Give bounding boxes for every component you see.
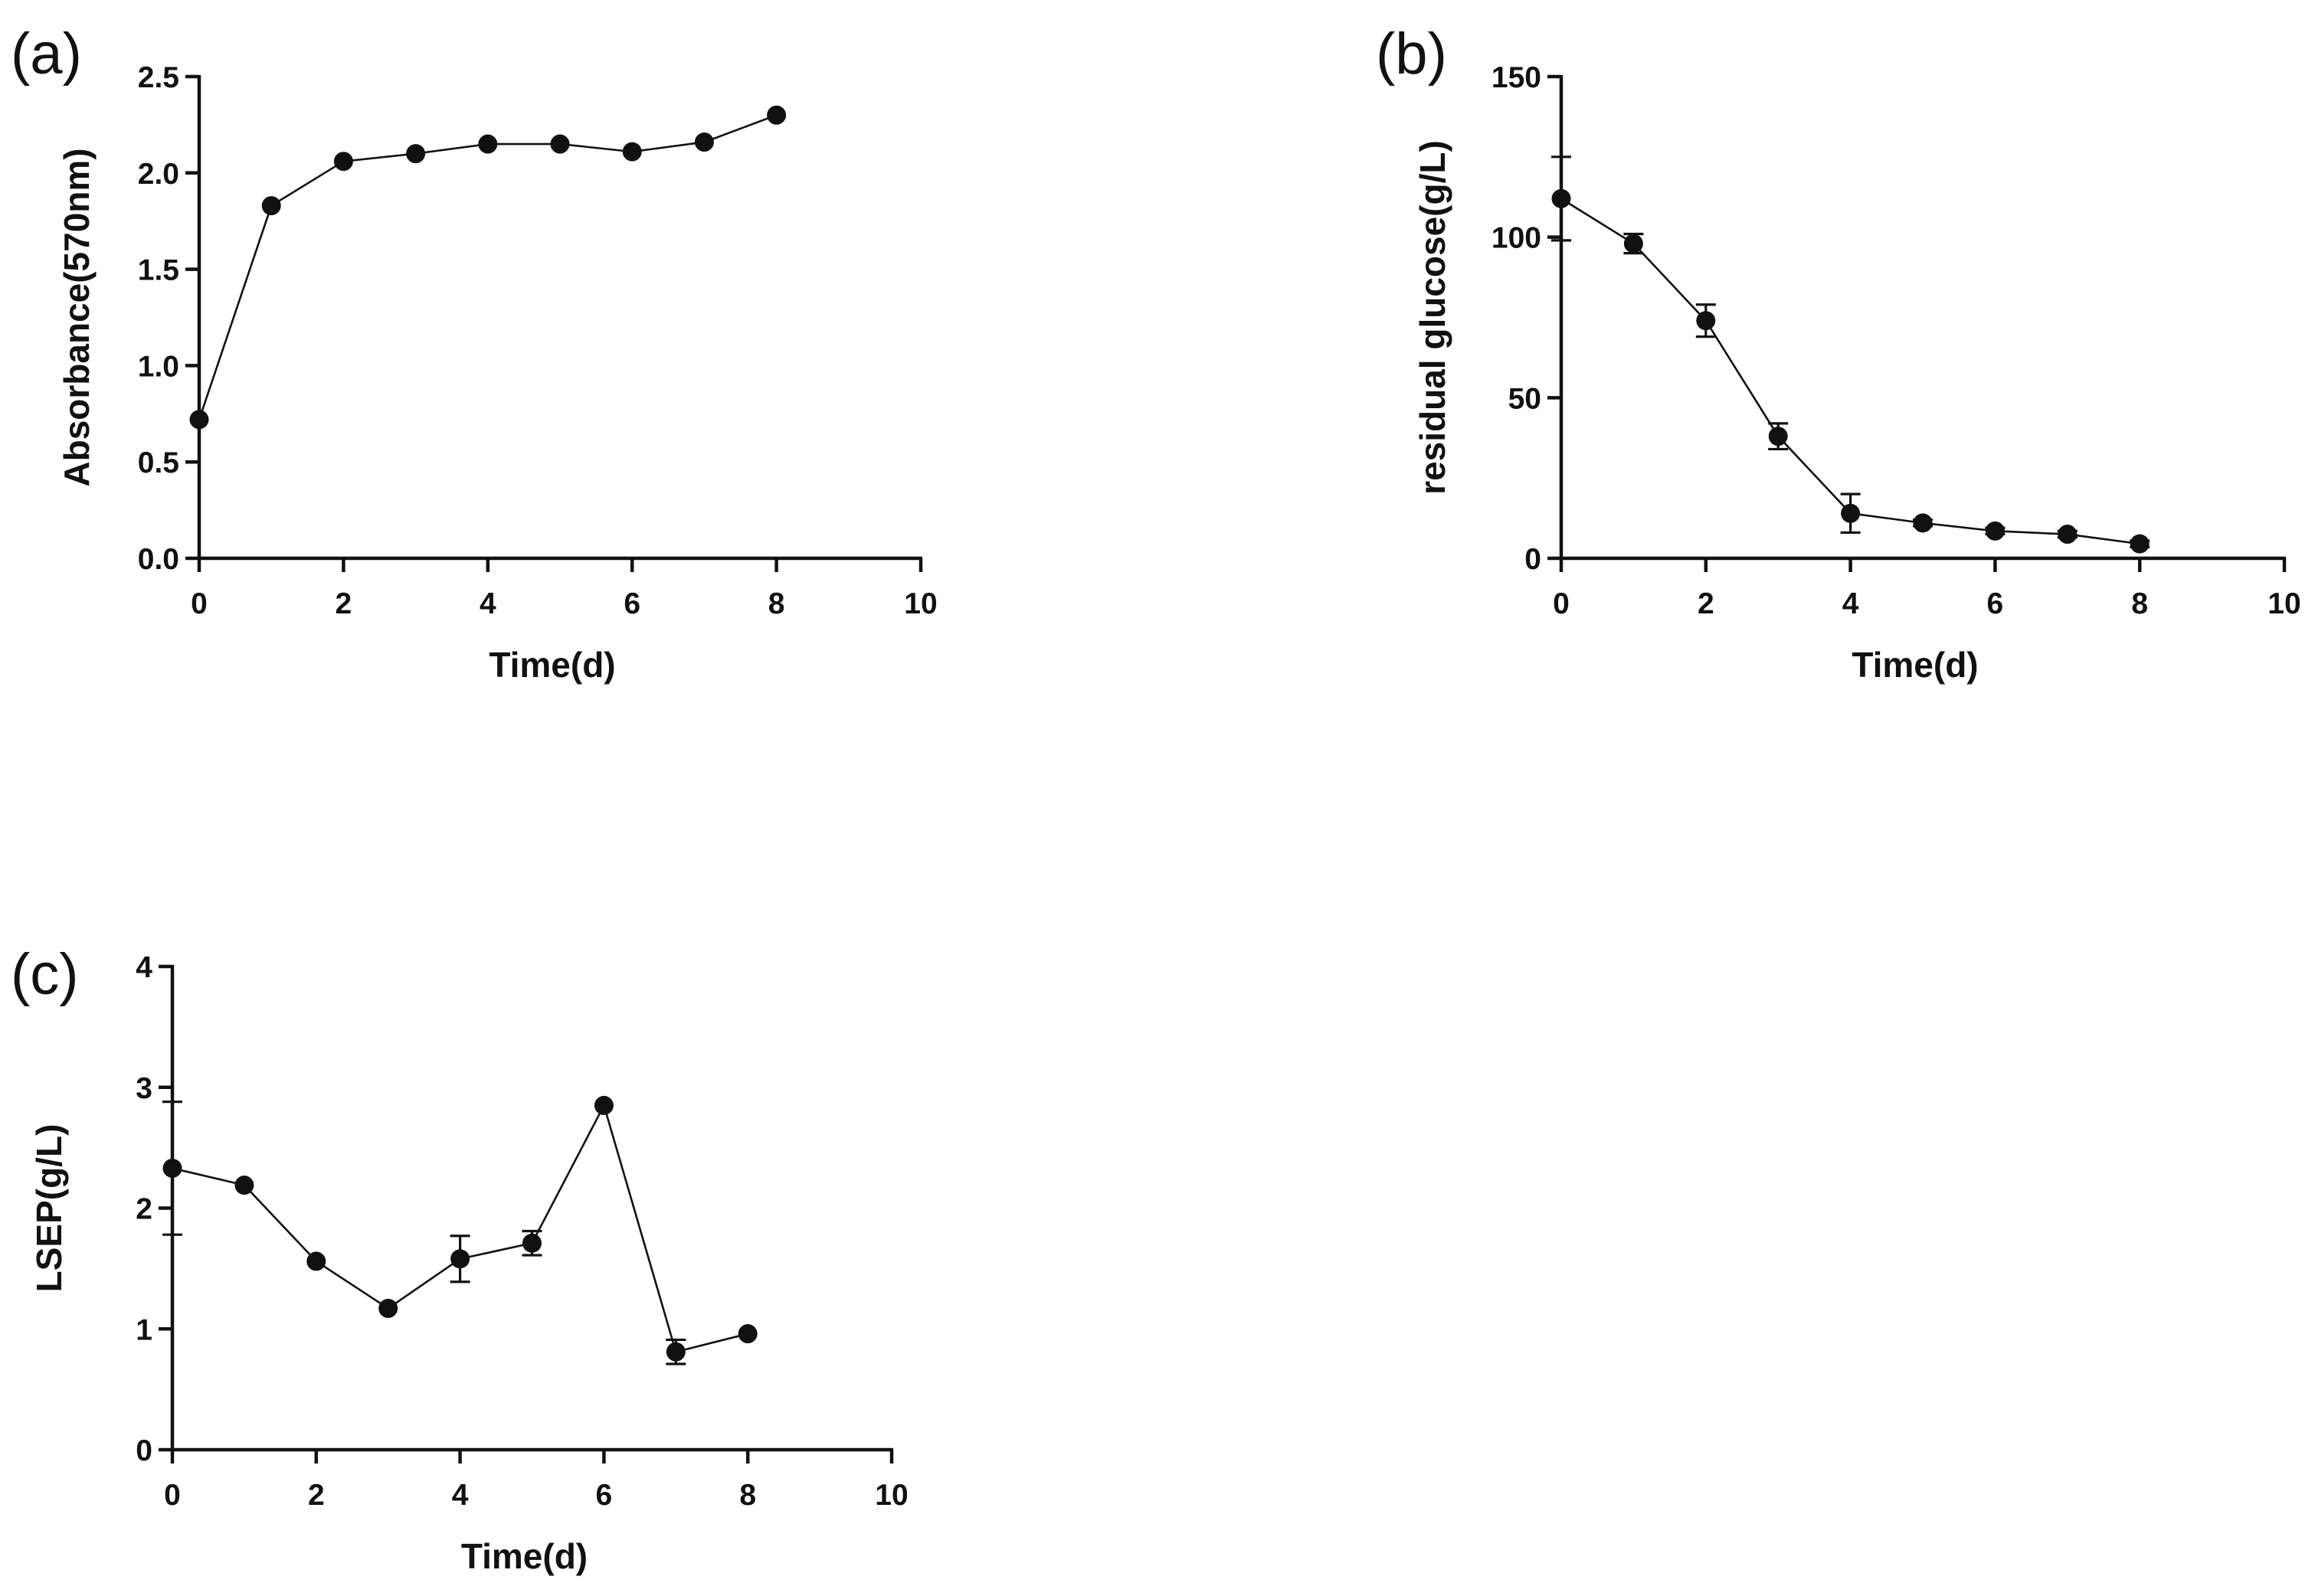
panel-a-y-tick-label: 1.5: [138, 254, 179, 287]
panel-b-data-point: [2130, 534, 2150, 554]
panel-c-data-point: [450, 1249, 470, 1269]
panel-a-chart: (a) 0.0 0.5 1.0 1.5 2.0 2.5 0 2 4 6 8 10 Time(d) Absor…: [11, 21, 938, 685]
panel-c-x-axis-title: Time(d): [461, 1536, 588, 1576]
panel-a-y-axis-title: Absorbance(570nm): [57, 148, 97, 486]
panel-c-data-point: [522, 1233, 542, 1253]
panel-b-y-axis-title: residual glucose(g/L): [1413, 140, 1452, 495]
panel-b-label: (b): [1376, 21, 1447, 87]
panel-c-y-tick-label: 2: [136, 1193, 152, 1226]
panel-a-y-tick-label: 0.0: [138, 543, 179, 576]
panel-a-y-tick-label: 0.5: [138, 446, 179, 479]
panel-c-x-tick-label: 10: [875, 1479, 908, 1512]
panel-b-x-tick-label: 4: [1842, 587, 1859, 620]
panel-a-x-tick-label: 2: [336, 587, 352, 620]
panel-a-data-point: [189, 410, 209, 430]
panel-a-y-tick-label: 2.5: [138, 61, 179, 94]
panel-c-y-tick-label: 3: [136, 1072, 152, 1105]
panel-b-y-tick-label: 0: [1524, 543, 1541, 576]
panel-a-data-point: [694, 132, 714, 152]
panel-b-data-point: [1913, 513, 1933, 533]
panel-a-data-point: [622, 142, 642, 162]
panel-b-x-tick-label: 2: [1698, 587, 1714, 620]
panel-c-y-tick-label: 0: [136, 1434, 152, 1467]
panel-a-x-tick-label: 0: [191, 587, 208, 620]
panel-c-x-tick-label: 0: [164, 1479, 181, 1512]
panel-a-data-point: [261, 196, 281, 216]
panel-a-x-tick-label: 4: [480, 587, 496, 620]
panel-a-label: (a): [11, 21, 82, 87]
panel-c-data-point: [378, 1298, 398, 1318]
panel-a-y-tick-label: 1.0: [138, 350, 179, 383]
panel-c-x-tick-label: 8: [739, 1479, 756, 1512]
panel-c-label: (c): [11, 942, 79, 1007]
panel-b-data-point: [1841, 503, 1861, 523]
panel-b-y-tick-label: 50: [1508, 382, 1541, 415]
panel-c-x-tick-label: 6: [596, 1479, 613, 1512]
panel-a-x-axis-title: Time(d): [489, 645, 615, 685]
panel-b-data-point: [2058, 525, 2078, 545]
panel-c-chart: (c) 0 1 2 3 4 0 2 4 6 8 10 Time(d) LSEP(g/L): [11, 942, 909, 1576]
panel-a-data-point: [767, 105, 787, 125]
panel-a-data-point: [406, 144, 426, 164]
panel-c-data-point: [594, 1095, 614, 1115]
panel-c-data-point: [306, 1251, 326, 1271]
panel-a-x-tick-label: 10: [904, 587, 937, 620]
panel-c-data-point: [666, 1342, 686, 1362]
panel-c-y-tick-label: 4: [136, 951, 152, 984]
panel-b-x-tick-label: 6: [1987, 587, 2004, 620]
panel-a-x-tick-label: 8: [768, 587, 785, 620]
panel-a-y-tick-label: 2.0: [138, 158, 179, 191]
panel-b-x-tick-label: 10: [2268, 587, 2300, 620]
panel-c-y-axis-title: LSEP(g/L): [29, 1124, 69, 1293]
panel-b-data-point: [1551, 188, 1571, 208]
panel-a-x-tick-label: 6: [624, 587, 640, 620]
panel-b-data-point: [1985, 521, 2005, 541]
panel-b-data-point: [1768, 427, 1788, 446]
panel-b-data-point: [1623, 234, 1643, 253]
panel-a-data-point: [333, 152, 353, 172]
panel-c-data-point: [234, 1176, 254, 1195]
panel-a-data-point: [478, 134, 498, 154]
panel-c-data-point: [738, 1324, 758, 1344]
panel-b-y-tick-label: 100: [1491, 222, 1541, 255]
panel-b-x-axis-title: Time(d): [1852, 645, 1978, 685]
panel-b-x-tick-label: 8: [2131, 587, 2148, 620]
panel-a-data-point: [550, 134, 570, 154]
panel-b-data-point: [1696, 311, 1716, 331]
panel-b-y-tick-label: 150: [1491, 61, 1541, 94]
panel-c-x-tick-label: 4: [452, 1479, 469, 1512]
panel-c-data-point: [162, 1158, 182, 1178]
panel-c-y-tick-label: 1: [136, 1313, 152, 1346]
panel-b-chart: (b) 0 50 100 150 0 2 4 6 8 10 Time(d) residual gluco…: [1376, 21, 2301, 685]
panel-b-x-tick-label: 0: [1553, 587, 1570, 620]
panel-c-x-tick-label: 2: [308, 1479, 325, 1512]
